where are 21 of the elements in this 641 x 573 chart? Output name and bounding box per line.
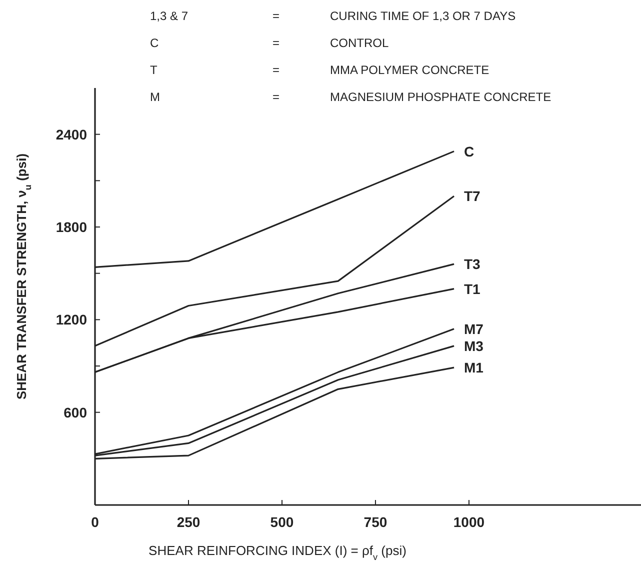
y-tick-label: 2400 bbox=[56, 126, 88, 142]
series-label: M1 bbox=[464, 360, 484, 376]
y-tick-label: 600 bbox=[64, 404, 88, 420]
series-label: M7 bbox=[464, 320, 484, 337]
x-tick-label: 750 bbox=[364, 514, 388, 530]
series-label: C bbox=[464, 143, 474, 160]
text: 1,3 & 7 = CURING TIME OF 1,3 OR 7 DAYS bbox=[150, 9, 516, 23]
series-label: T7 bbox=[464, 188, 481, 204]
text: M = MAGNESIUM PHOSPHATE CONCRETE bbox=[150, 90, 552, 104]
x-tick-label: 1000 bbox=[453, 514, 485, 530]
series-label: T1 bbox=[464, 280, 481, 297]
x-axis-title: SHEAR REINFORCING INDEX (I) = ρf$_{v}$ (psi) bbox=[148, 543, 406, 562]
y-tick-label: 1800 bbox=[56, 219, 88, 235]
series-label: T3 bbox=[464, 256, 481, 272]
x-tick-label: 250 bbox=[176, 514, 200, 530]
x-tick-label: 0 bbox=[91, 514, 100, 530]
text: T = MMA POLYMER CONCRETE bbox=[150, 63, 490, 77]
x-tick-label: 500 bbox=[270, 514, 294, 530]
y-tick-label: 1200 bbox=[56, 312, 88, 328]
text: C = CONTROL bbox=[150, 36, 389, 50]
series-label: M3 bbox=[464, 338, 484, 354]
